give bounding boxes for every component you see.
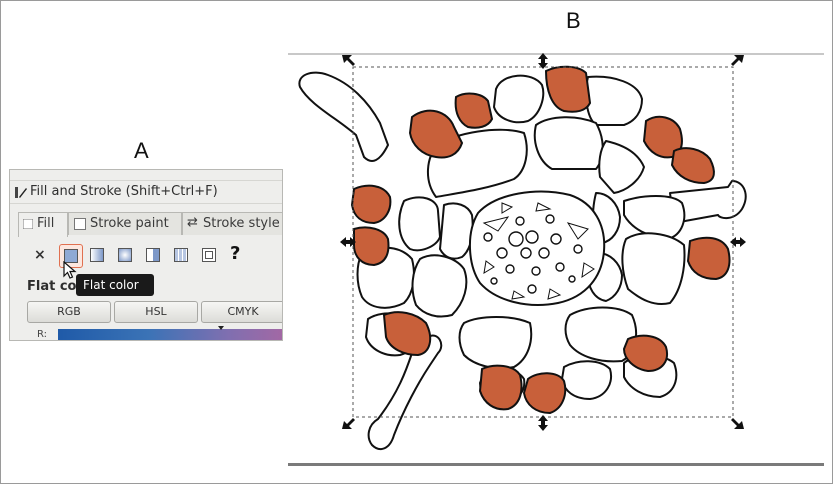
xylem-cell [555, 262, 565, 272]
resize-handle-s-icon[interactable] [538, 415, 548, 431]
dialog-title-bar[interactable]: Fill and Stroke (Shift+Ctrl+F) [10, 180, 282, 204]
epidermal-cell[interactable] [382, 311, 432, 357]
cell[interactable] [458, 316, 533, 370]
cell[interactable] [598, 140, 645, 194]
flat-color-tooltip: Flat color [76, 274, 154, 296]
cell[interactable] [561, 360, 612, 400]
cell[interactable] [585, 75, 643, 126]
selection-handles[interactable] [340, 53, 746, 431]
fill-and-stroke-dialog: Fill and Stroke (Shift+Ctrl+F) Fill Stro… [9, 169, 283, 341]
mesh-icon [174, 248, 188, 262]
xylem-cell [531, 266, 541, 276]
tooltip-text: Flat color [83, 278, 139, 292]
xylem-cell [515, 216, 525, 226]
xylem-cell [505, 264, 515, 274]
unset-paint-button[interactable]: ? [230, 243, 241, 264]
mouse-pointer-icon [63, 261, 77, 279]
epidermal-cell[interactable] [408, 109, 464, 159]
tab-fill-label: Fill [37, 216, 55, 231]
mode-hsl-button[interactable]: HSL [114, 301, 198, 323]
resize-handle-w-icon[interactable] [340, 237, 356, 247]
epidermal-cell[interactable] [350, 184, 392, 225]
xylem-cell [520, 247, 532, 259]
mode-rgb-button[interactable]: RGB [27, 301, 111, 323]
epidermal-cell[interactable] [670, 147, 715, 185]
canvas-top-border [288, 53, 824, 55]
epidermal-cell[interactable] [544, 65, 592, 113]
epidermal-cell[interactable] [478, 364, 523, 411]
cell[interactable] [533, 116, 604, 170]
tab-fill[interactable]: Fill [18, 212, 68, 237]
resize-handle-e-icon[interactable] [730, 237, 746, 247]
xylem-cell [545, 214, 555, 224]
pattern-button[interactable] [144, 246, 162, 264]
trichome-lower-left[interactable] [367, 334, 443, 451]
no-paint-button[interactable]: × [34, 247, 46, 263]
xylem-cell [538, 247, 550, 259]
epidermal-cell[interactable] [353, 226, 390, 267]
paintbrush-icon [15, 187, 27, 198]
tab-stroke-style-label: Stroke style [203, 216, 280, 231]
epidermal-cell[interactable] [522, 372, 567, 415]
canvas-bottom-border [288, 463, 824, 466]
cell[interactable] [411, 254, 468, 318]
stroke-style-icon: ⇄ [187, 215, 198, 230]
paint-type-toolbar: × ? [10, 243, 282, 270]
trichome-right[interactable] [669, 180, 747, 224]
xylem-cell [573, 244, 583, 254]
red-channel-slider[interactable] [58, 329, 282, 340]
tab-stroke-style[interactable]: ⇄ Stroke style [182, 212, 282, 235]
tab-bar: Fill Stroke paint ⇄ Stroke style [18, 212, 282, 237]
slider-marker[interactable] [218, 326, 224, 330]
flat-color-section-label: Flat co [27, 279, 77, 294]
xylem-cell [483, 232, 493, 242]
panel-label-a: A [134, 138, 149, 163]
epidermal-cell[interactable] [686, 236, 731, 281]
mesh-gradient-button[interactable] [172, 246, 190, 264]
epidermal-cell[interactable] [454, 92, 494, 129]
color-mode-tabs: RGB HSL CMYK [27, 301, 282, 323]
cell[interactable] [493, 74, 545, 124]
resize-handle-n-icon[interactable] [538, 53, 548, 69]
cell[interactable] [621, 232, 686, 305]
radial-gradient-icon [118, 248, 132, 262]
cell[interactable] [439, 202, 474, 260]
tab-stroke-paint[interactable]: Stroke paint [68, 212, 182, 235]
mode-cmyk-button[interactable]: CMYK [201, 301, 282, 323]
panel-label-b: B [566, 8, 581, 33]
xylem-cell [490, 277, 498, 285]
xylem-cell [525, 230, 539, 244]
swatch-button[interactable] [200, 246, 218, 264]
xylem-cell [527, 284, 537, 294]
flat-color-icon [64, 249, 78, 263]
pattern-icon [146, 248, 160, 262]
xylem-cell [568, 275, 576, 283]
xylem-cell [496, 247, 508, 259]
trichome-upper-left[interactable] [298, 71, 389, 162]
resize-handle-nw-icon[interactable] [342, 55, 355, 66]
fill-icon [22, 218, 34, 230]
xylem-cell [550, 233, 562, 245]
dialog-title: Fill and Stroke (Shift+Ctrl+F) [30, 184, 218, 199]
vascular-network [482, 202, 595, 300]
resize-handle-sw-icon[interactable] [342, 418, 355, 429]
linear-gradient-button[interactable] [88, 246, 106, 264]
linear-gradient-icon [90, 248, 104, 262]
xylem-cell [508, 231, 524, 247]
tab-stroke-paint-label: Stroke paint [90, 216, 169, 231]
leaf-cross-section-drawing[interactable] [288, 53, 824, 463]
epidermal-cell[interactable] [622, 334, 668, 373]
radial-gradient-button[interactable] [116, 246, 134, 264]
cell[interactable] [623, 195, 686, 240]
stroke-paint-icon [74, 218, 86, 230]
flat-color-button[interactable] [59, 244, 83, 268]
swatch-icon [202, 248, 216, 262]
resize-handle-ne-icon[interactable] [731, 55, 744, 66]
red-channel-label: R: [37, 329, 48, 340]
cell[interactable] [564, 306, 638, 363]
resize-handle-se-icon[interactable] [731, 418, 744, 429]
cell[interactable] [398, 196, 441, 252]
